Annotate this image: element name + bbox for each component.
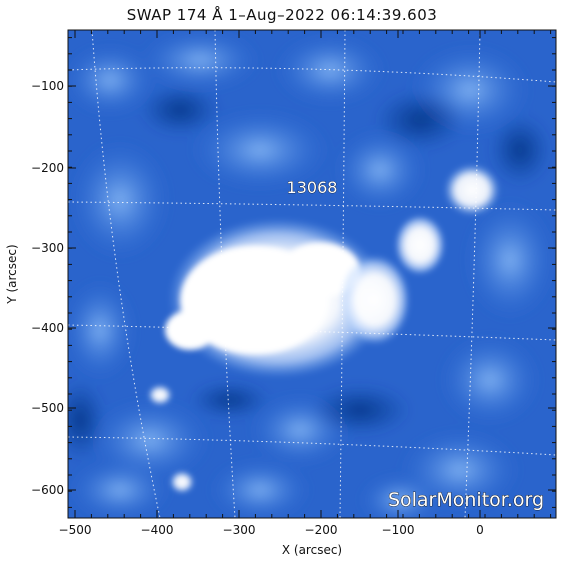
heliographic-grid — [68, 30, 556, 518]
y-tick-label: −600 — [31, 483, 64, 497]
x-tick-label: −100 — [382, 523, 415, 537]
x-axis-label: X (arcsec) — [282, 543, 342, 557]
y-tick-label: −300 — [31, 241, 64, 255]
x-tick-label: −300 — [223, 523, 256, 537]
bright-point-emission — [148, 164, 500, 493]
grid-longitude-line — [339, 30, 346, 518]
y-tick-label: −400 — [31, 321, 64, 335]
y-axis-label: Y (arcsec) — [5, 244, 19, 304]
y-axis-ticks: −100 −200 −300 −400 −500 −600 — [31, 37, 556, 508]
active-region-emission — [165, 215, 445, 378]
plot-frame — [67, 29, 557, 519]
x-tick-label: −400 — [141, 523, 174, 537]
watermark: SolarMonitor.org — [388, 489, 544, 511]
image-title: SWAP 174 Å 1–Aug–2022 06:14:39.603 — [126, 6, 438, 24]
grid-latitude-line — [68, 436, 556, 456]
x-tick-label: −200 — [305, 523, 338, 537]
grid-longitude-line — [464, 30, 481, 518]
solar-image: 13068 SolarMonitor.org — [68, 30, 556, 518]
x-tick-label: 0 — [476, 523, 484, 537]
grid-longitude-line — [91, 30, 161, 518]
y-tick-label: −500 — [31, 401, 64, 415]
grid-longitude-line — [214, 30, 236, 518]
active-region-label: 13068 — [287, 178, 338, 197]
grid-latitude-line — [68, 324, 556, 341]
y-tick-label: −100 — [31, 79, 64, 93]
y-tick-label: −200 — [31, 161, 64, 175]
x-tick-label: −500 — [59, 523, 92, 537]
x-axis-ticks: −500 −400 −300 −200 −100 0 — [59, 30, 552, 537]
grid-latitude-line — [68, 67, 556, 83]
coronal-texture — [68, 30, 555, 518]
